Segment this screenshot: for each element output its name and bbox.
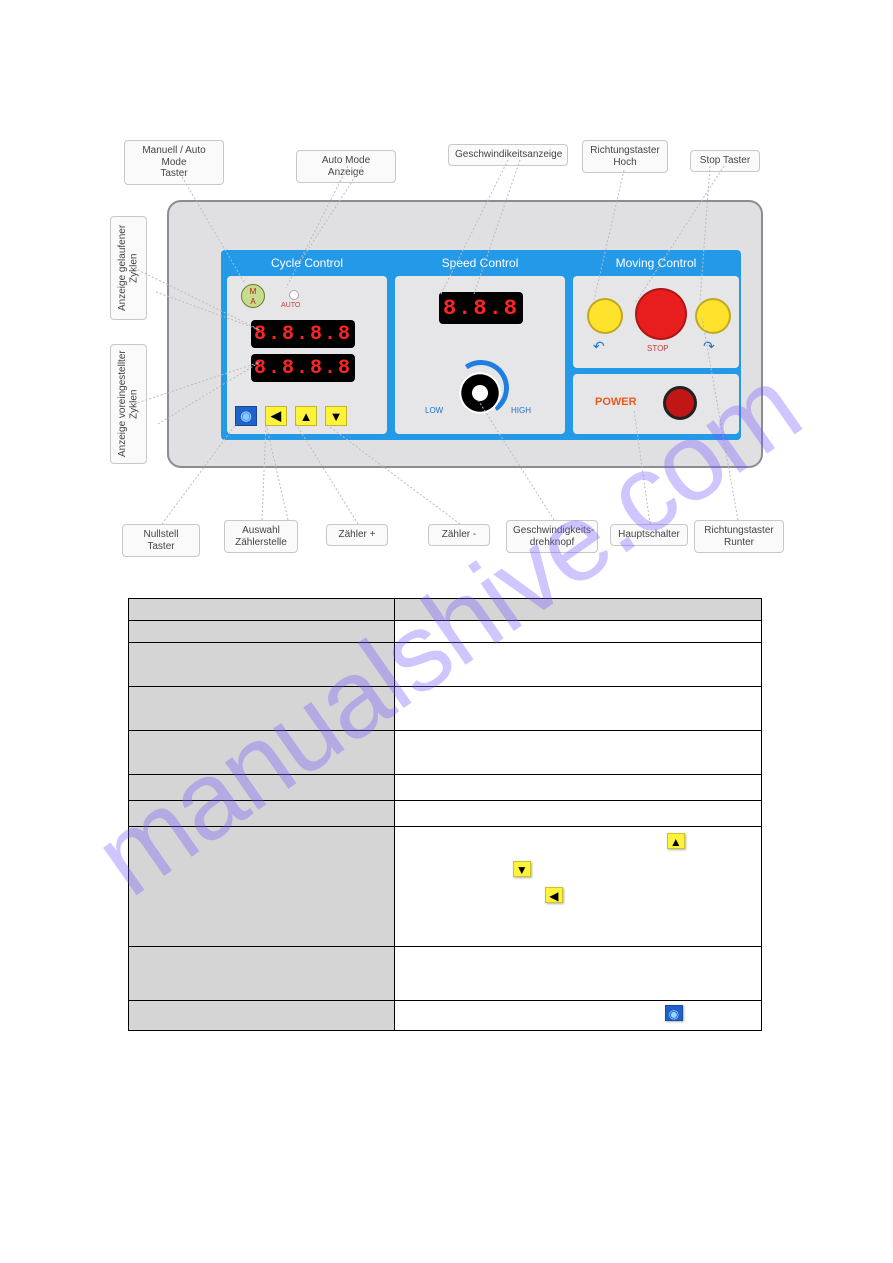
table-cell-right xyxy=(394,947,761,1001)
table-row xyxy=(129,687,762,731)
inline-arrow-icon: ◉ xyxy=(665,1005,683,1021)
table-row xyxy=(129,775,762,801)
table-row xyxy=(129,801,762,827)
callout-speed-knob: Geschwindigkeits-drehknopf xyxy=(506,520,598,553)
high-label: HIGH xyxy=(511,406,531,415)
title-moving: Moving Control xyxy=(573,256,739,270)
callout-ran-cycles: Anzeige gelaufenerZyklen xyxy=(110,216,147,320)
auto-mode-led xyxy=(289,290,299,300)
table-cell-right: ▲ ▼ ◀ xyxy=(394,827,761,947)
table-cell-left xyxy=(129,1001,395,1031)
table-cell-right xyxy=(394,643,761,687)
section-cycle: Cycle Control MA AUTO 8.8.8.8 8.8.8.8 ◉ … xyxy=(227,276,387,434)
reset-button[interactable]: ◉ xyxy=(235,406,257,426)
title-cycle: Cycle Control xyxy=(227,256,387,270)
table-cell-left xyxy=(129,621,395,643)
section-moving: Moving Control ↶ ↷ STOP xyxy=(573,276,739,368)
table-cell-right xyxy=(394,775,761,801)
inline-arrow-icon: ▼ xyxy=(513,861,531,877)
callout-preset-cycles: Anzeige voreingestellterZyklen xyxy=(110,344,147,464)
stop-button[interactable] xyxy=(635,288,687,340)
low-label: LOW xyxy=(425,406,443,415)
callout-manual-auto: Manuell / Auto ModeTaster xyxy=(124,140,224,185)
callout-plus: Zähler + xyxy=(326,524,388,546)
callout-speed-display: Geschwindikeitsanzeige xyxy=(448,144,568,166)
auto-label: AUTO xyxy=(281,302,300,309)
table-row: ◉ xyxy=(129,1001,762,1031)
table-cell-left xyxy=(129,827,395,947)
table-row: ▲ ▼ ◀ xyxy=(129,827,762,947)
arrow-ccw-icon: ↶ xyxy=(593,338,605,355)
table-cell-right xyxy=(394,621,761,643)
stop-label: STOP xyxy=(647,344,669,353)
manual-auto-button[interactable]: MA xyxy=(241,284,265,308)
table-cell-left xyxy=(129,643,395,687)
table-cell-left xyxy=(129,731,395,775)
panel-bluebar: Cycle Control MA AUTO 8.8.8.8 8.8.8.8 ◉ … xyxy=(221,250,741,440)
table-cell-right: ◉ xyxy=(394,1001,761,1031)
callout-stop: Stop Taster xyxy=(690,150,760,172)
digit-select-button[interactable]: ◀ xyxy=(265,406,287,426)
inline-arrow-icon: ◀ xyxy=(545,887,563,903)
callout-dir-down: RichtungstasterRunter xyxy=(694,520,784,553)
arrow-cw-icon: ↷ xyxy=(703,338,715,355)
table-cell-right xyxy=(394,731,761,775)
table-header-1 xyxy=(129,599,395,621)
cycle-digits-top: 8.8.8.8 xyxy=(251,320,355,348)
control-panel: Cycle Control MA AUTO 8.8.8.8 8.8.8.8 ◉ … xyxy=(167,200,763,468)
callout-sel-digit: AuswahlZählerstelle xyxy=(224,520,298,553)
power-button[interactable] xyxy=(663,386,697,420)
counter-minus-button[interactable]: ▼ xyxy=(325,406,347,426)
speed-digits: 8.8.8 xyxy=(439,292,523,324)
table-cell-left xyxy=(129,687,395,731)
table-cell-left xyxy=(129,801,395,827)
callout-dir-up: RichtungstasterHoch xyxy=(582,140,668,173)
title-speed: Speed Control xyxy=(395,256,565,270)
table-cell-left xyxy=(129,775,395,801)
description-table: ▲ ▼ ◀ ◉ xyxy=(128,598,762,1031)
direction-down-button[interactable] xyxy=(695,298,731,334)
callout-auto-mode: Auto Mode Anzeige xyxy=(296,150,396,183)
table-cell-right xyxy=(394,687,761,731)
table-header-2 xyxy=(394,599,761,621)
counter-plus-button[interactable]: ▲ xyxy=(295,406,317,426)
section-speed: Speed Control 8.8.8 LOW HIGH xyxy=(395,276,565,434)
table-row xyxy=(129,643,762,687)
section-power: POWER xyxy=(573,374,739,434)
table-cell-left xyxy=(129,947,395,1001)
callout-reset: Nullstell Taster xyxy=(122,524,200,557)
table-row xyxy=(129,731,762,775)
power-label: POWER xyxy=(595,396,637,408)
callout-main-sw: Hauptschalter xyxy=(610,524,688,546)
cycle-button-row: ◉ ◀ ▲ ▼ xyxy=(235,406,347,426)
table-cell-right xyxy=(394,801,761,827)
callout-minus: Zähler - xyxy=(428,524,490,546)
table-row xyxy=(129,621,762,643)
speed-knob[interactable] xyxy=(459,372,501,414)
direction-up-button[interactable] xyxy=(587,298,623,334)
cycle-digits-bottom: 8.8.8.8 xyxy=(251,354,355,382)
inline-arrow-icon: ▲ xyxy=(667,833,685,849)
table-row xyxy=(129,947,762,1001)
